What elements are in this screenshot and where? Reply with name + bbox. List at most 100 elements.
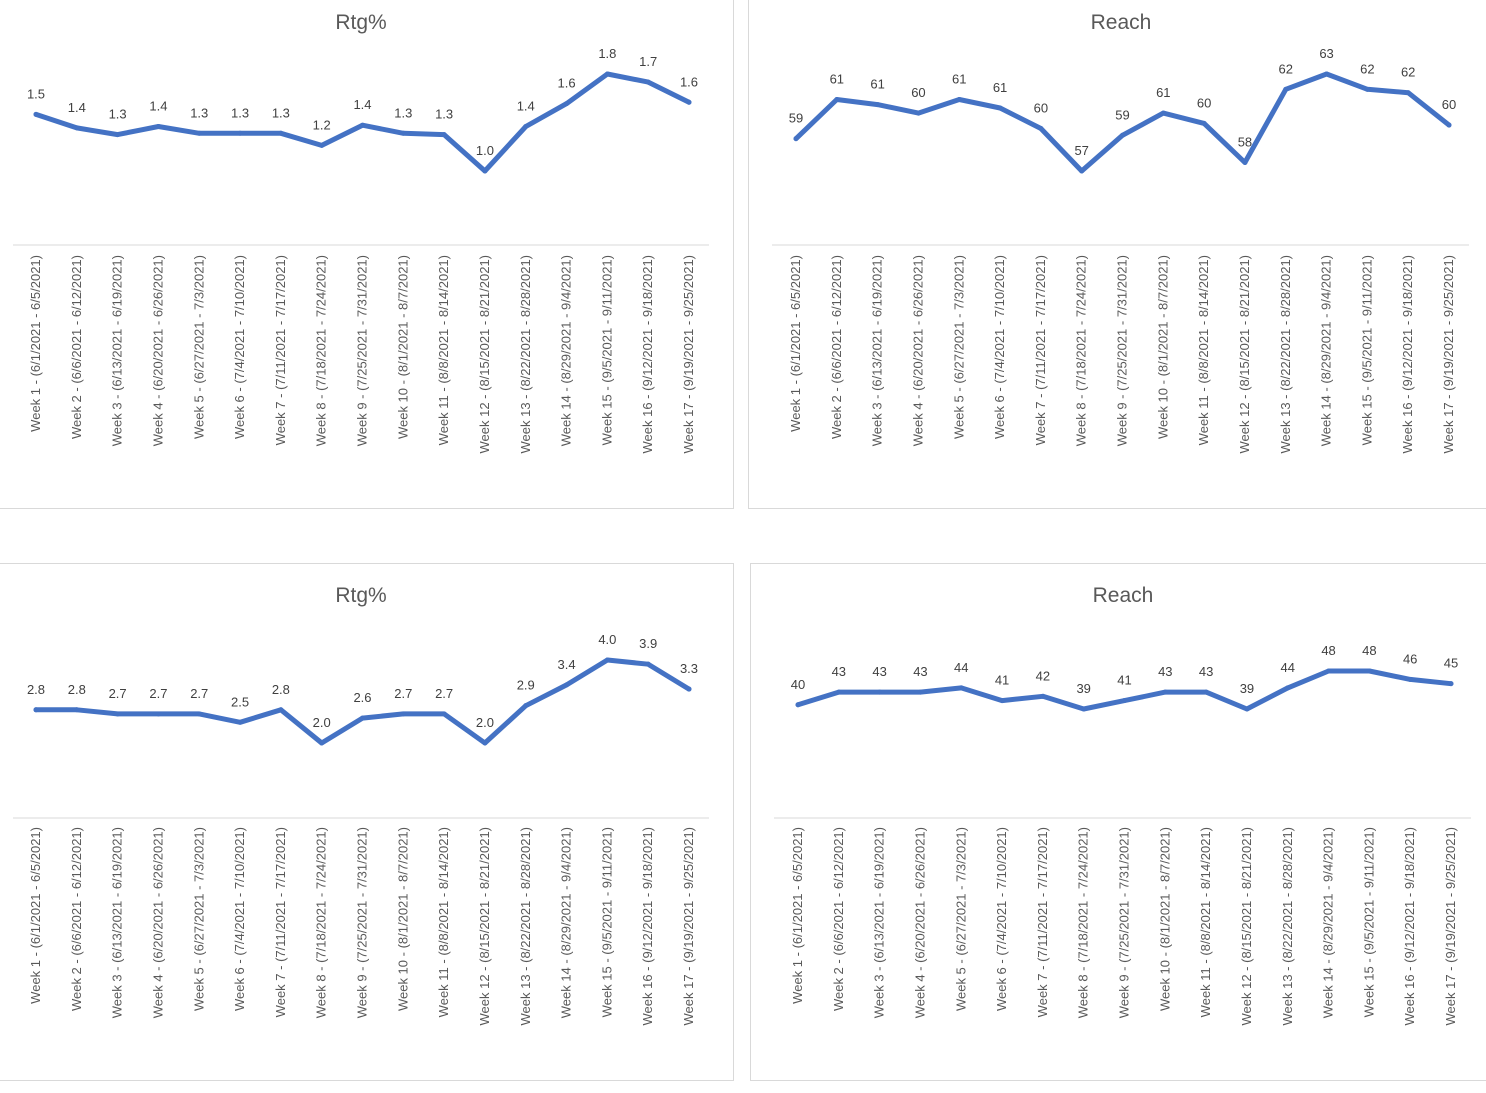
chart-panel-reach-bottom: Reach 40 43 43 43 44 41 42 39 41 43 43 39 44 48 48 46 45 W… <box>750 563 1486 1081</box>
data-label: 4.0 <box>598 632 616 647</box>
data-label: 41 <box>995 673 1009 688</box>
data-label: 3.4 <box>558 657 576 672</box>
data-point <box>319 740 325 746</box>
data-label: 61 <box>870 77 884 92</box>
data-label: 42 <box>1036 668 1050 683</box>
chart-title: Reach <box>1091 11 1152 34</box>
data-point <box>319 142 325 148</box>
data-label: 45 <box>1444 656 1458 671</box>
x-tick-label: Week 9 - (7/25/2021 - 7/31/2021) <box>1117 827 1132 1018</box>
x-tick-label: Week 15 - (9/5/2021 - 9/11/2021) <box>599 255 614 445</box>
data-label: 1.3 <box>272 105 290 120</box>
x-tick-label: Week 2 - (6/6/2021 - 6/12/2021) <box>69 255 84 439</box>
data-point <box>33 707 39 713</box>
data-point <box>400 711 406 717</box>
x-tick-label: Week 9 - (7/25/2021 - 7/31/2021) <box>355 827 370 1018</box>
data-label: 62 <box>1360 61 1374 76</box>
x-tick-label: Week 15 - (9/5/2021 - 9/11/2021) <box>1359 255 1374 445</box>
data-label: 60 <box>1442 97 1456 112</box>
data-point <box>686 686 692 692</box>
chart-title: Reach <box>1093 584 1154 607</box>
x-tick-label: Week 14 - (8/29/2021 - 9/4/2021) <box>1321 827 1336 1018</box>
data-label: 62 <box>1401 65 1415 80</box>
x-tick-label: Week 4 - (6/20/2021 - 6/26/2021) <box>150 255 165 446</box>
data-point <box>278 707 284 713</box>
data-label: 1.3 <box>231 105 249 120</box>
data-label: 59 <box>1115 107 1129 122</box>
data-point <box>795 702 801 708</box>
data-label: 60 <box>1034 100 1048 115</box>
x-tick-label: Week 8 - (7/18/2021 - 7/24/2021) <box>314 827 329 1018</box>
data-label: 1.7 <box>639 54 657 69</box>
series-line <box>33 71 692 174</box>
data-label: 61 <box>993 80 1007 95</box>
data-label: 59 <box>789 111 803 126</box>
data-label: 40 <box>791 677 805 692</box>
data-label: 44 <box>1281 660 1295 675</box>
x-tick-label: Week 3 - (6/13/2021 - 6/19/2021) <box>110 827 125 1018</box>
data-label: 3.9 <box>639 636 657 651</box>
data-point <box>1162 689 1168 695</box>
data-point <box>196 130 202 136</box>
x-tick-label: Week 17 - (9/19/2021 - 9/25/2021) <box>1443 827 1458 1026</box>
data-point <box>482 740 488 746</box>
x-tick-label: Week 9 - (7/25/2021 - 7/31/2021) <box>1115 255 1130 446</box>
data-point <box>155 711 161 717</box>
x-tick-label: Week 2 - (6/6/2021 - 6/12/2021) <box>69 827 84 1011</box>
data-point <box>400 130 406 136</box>
data-point <box>915 110 921 116</box>
chart-svg-rtg-bottom: Rtg% 2.8 2.8 2.7 2.7 2.7 2.5 2.8 2.0 2.6 2.7 2.7 2.0… <box>13 584 709 1026</box>
x-tick-label: Week 5 - (6/27/2021 - 7/3/2021) <box>191 255 206 439</box>
data-point <box>604 71 610 77</box>
data-point <box>1448 681 1454 687</box>
data-point <box>1081 706 1087 712</box>
x-tick-label: Week 2 - (6/6/2021 - 6/12/2021) <box>829 255 844 439</box>
data-point <box>155 124 161 130</box>
data-point <box>1326 668 1332 674</box>
data-point <box>523 124 529 130</box>
data-label: 58 <box>1238 134 1252 149</box>
x-tick-label: Week 12 - (8/15/2021 - 8/21/2021) <box>1239 827 1254 1026</box>
x-tick-label: Week 3 - (6/13/2021 - 6/19/2021) <box>870 255 885 446</box>
x-tick-label: Week 6 - (7/4/2021 - 7/10/2021) <box>232 255 247 439</box>
data-point <box>1242 159 1248 165</box>
data-point <box>1283 86 1289 92</box>
x-tick-label: Week 17 - (9/19/2021 - 9/25/2021) <box>681 255 696 454</box>
x-tick-label: Week 1 - (6/1/2021 - 6/5/2021) <box>790 827 805 1004</box>
series-line <box>793 71 1452 174</box>
x-tick-label: Week 8 - (7/18/2021 - 7/24/2021) <box>314 255 329 446</box>
x-tick-label: Week 17 - (9/19/2021 - 9/25/2021) <box>681 827 696 1026</box>
data-label: 48 <box>1321 643 1335 658</box>
data-label: 2.7 <box>190 686 208 701</box>
data-label: 2.7 <box>109 686 127 701</box>
data-label: 3.3 <box>680 661 698 676</box>
chart-title: Rtg% <box>335 584 386 607</box>
x-tick-label: Week 3 - (6/13/2021 - 6/19/2021) <box>110 255 125 446</box>
data-point <box>836 689 842 695</box>
data-point <box>1285 685 1291 691</box>
data-label: 2.8 <box>68 682 86 697</box>
x-tick-label: Week 6 - (7/4/2021 - 7/10/2021) <box>994 827 1009 1011</box>
x-tick-label: Week 16 - (9/12/2021 - 9/18/2021) <box>1400 255 1415 454</box>
data-label: 2.8 <box>272 682 290 697</box>
data-point <box>958 685 964 691</box>
data-point <box>917 689 923 695</box>
data-label: 1.4 <box>68 100 86 115</box>
data-point <box>74 707 80 713</box>
data-point <box>74 125 80 131</box>
x-tick-label: Week 13 - (8/22/2021 - 8/28/2021) <box>1280 827 1295 1026</box>
data-label: 46 <box>1403 651 1417 666</box>
data-point <box>523 703 529 709</box>
data-point <box>1366 668 1372 674</box>
x-tick-label: Week 13 - (8/22/2021 - 8/28/2021) <box>518 255 533 454</box>
data-point <box>278 130 284 136</box>
data-point <box>196 711 202 717</box>
data-point <box>360 715 365 721</box>
x-tick-label: Week 14 - (8/29/2021 - 9/4/2021) <box>1319 255 1334 446</box>
data-point <box>1407 676 1413 682</box>
x-tick-label: Week 17 - (9/19/2021 - 9/25/2021) <box>1441 255 1456 454</box>
data-label: 2.7 <box>149 686 167 701</box>
data-label: 1.5 <box>27 86 45 101</box>
x-tick-label: Week 7 - (7/11/2021 - 7/17/2021) <box>1033 255 1048 445</box>
data-point <box>1122 698 1127 704</box>
